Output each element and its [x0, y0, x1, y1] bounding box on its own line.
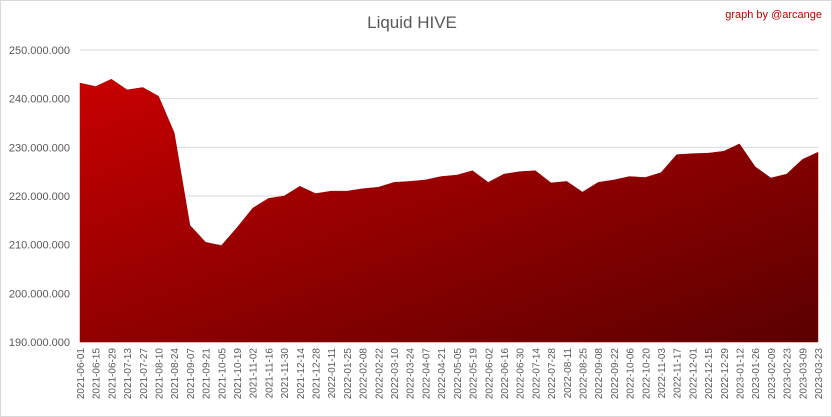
x-tick-label: 2022-01-25 — [343, 348, 354, 400]
x-tick-label: 2023-03-09 — [798, 348, 809, 400]
x-tick-label: 2022-05-19 — [469, 348, 480, 400]
x-tick-label: 2021-12-28 — [312, 348, 323, 400]
x-tick-label: 2021-09-21 — [202, 348, 213, 400]
x-tick-label: 2023-02-09 — [767, 348, 778, 400]
x-tick-label: 2021-11-30 — [280, 348, 291, 399]
x-tick-label: 2021-09-07 — [186, 348, 197, 400]
y-tick-label: 210.000.000 — [9, 240, 70, 252]
x-tick-label: 2022-03-24 — [406, 348, 417, 400]
x-tick-label: 2022-02-08 — [359, 348, 370, 400]
y-tick-label: 190.000.000 — [9, 337, 70, 349]
x-tick-label: 2021-12-14 — [296, 348, 307, 400]
x-tick-label: 2022-06-02 — [484, 348, 495, 400]
x-tick-label: 2021-07-27 — [139, 348, 150, 400]
x-tick-label: 2023-01-26 — [751, 348, 762, 400]
y-tick-label: 230.000.000 — [9, 142, 70, 154]
x-tick-label: 2021-11-16 — [264, 348, 275, 399]
credit: graph by @arcange — [725, 9, 822, 21]
x-tick-label: 2021-08-24 — [170, 348, 181, 400]
x-tick-label: 2022-12-01 — [688, 348, 699, 400]
x-tick-label: 2022-12-29 — [720, 348, 731, 400]
x-tick-label: 2022-07-28 — [547, 348, 558, 400]
x-tick-label: 2021-06-15 — [92, 348, 103, 400]
y-tick-label: 220.000.000 — [9, 191, 70, 203]
chart-title: Liquid HIVE — [367, 13, 457, 32]
x-tick-label: 2021-06-01 — [76, 348, 87, 400]
y-tick-label: 200.000.000 — [9, 288, 70, 300]
x-tick-label: 2022-09-08 — [594, 348, 605, 400]
x-tick-label: 2023-02-23 — [783, 348, 794, 400]
x-tick-label: 2022-10-20 — [641, 348, 652, 400]
x-tick-label: 2021-06-29 — [107, 348, 118, 400]
x-tick-label: 2022-01-11 — [327, 348, 338, 399]
x-tick-label: 2022-10-06 — [626, 348, 637, 400]
x-tick-label: 2022-04-07 — [421, 348, 432, 400]
x-tick-label: 2022-07-14 — [531, 348, 542, 400]
area — [79, 78, 819, 343]
x-tick-label: 2022-06-30 — [516, 348, 527, 400]
x-tick-label: 2022-11-03 — [657, 348, 668, 399]
x-tick-label: 2023-01-12 — [735, 348, 746, 400]
x-tick-label: 2022-06-16 — [500, 348, 511, 400]
x-tick-label: 2021-10-19 — [233, 348, 244, 400]
x-tick-label: 2021-08-10 — [155, 348, 166, 400]
y-tick-label: 240.000.000 — [9, 94, 70, 106]
x-tick-label: 2021-10-05 — [217, 348, 228, 400]
x-tick-label: 2022-03-10 — [390, 348, 401, 400]
x-tick-label: 2021-11-02 — [249, 348, 260, 399]
x-tick-label: 2021-07-13 — [123, 348, 134, 400]
x-tick-label: 2022-05-05 — [453, 348, 464, 400]
y-tick-label: 250.000.000 — [9, 45, 70, 57]
x-tick-label: 2022-04-21 — [437, 348, 448, 400]
x-tick-label: 2022-11-17 — [673, 348, 684, 399]
x-tick-label: 2022-08-25 — [578, 348, 589, 400]
x-tick-label: 2023-03-23 — [814, 348, 825, 400]
x-tick-label: 2022-12-15 — [704, 348, 715, 400]
x-tick-label: 2022-08-11 — [563, 348, 574, 399]
x-tick-label: 2022-02-22 — [374, 348, 385, 400]
x-tick-label: 2022-09-22 — [610, 348, 621, 400]
